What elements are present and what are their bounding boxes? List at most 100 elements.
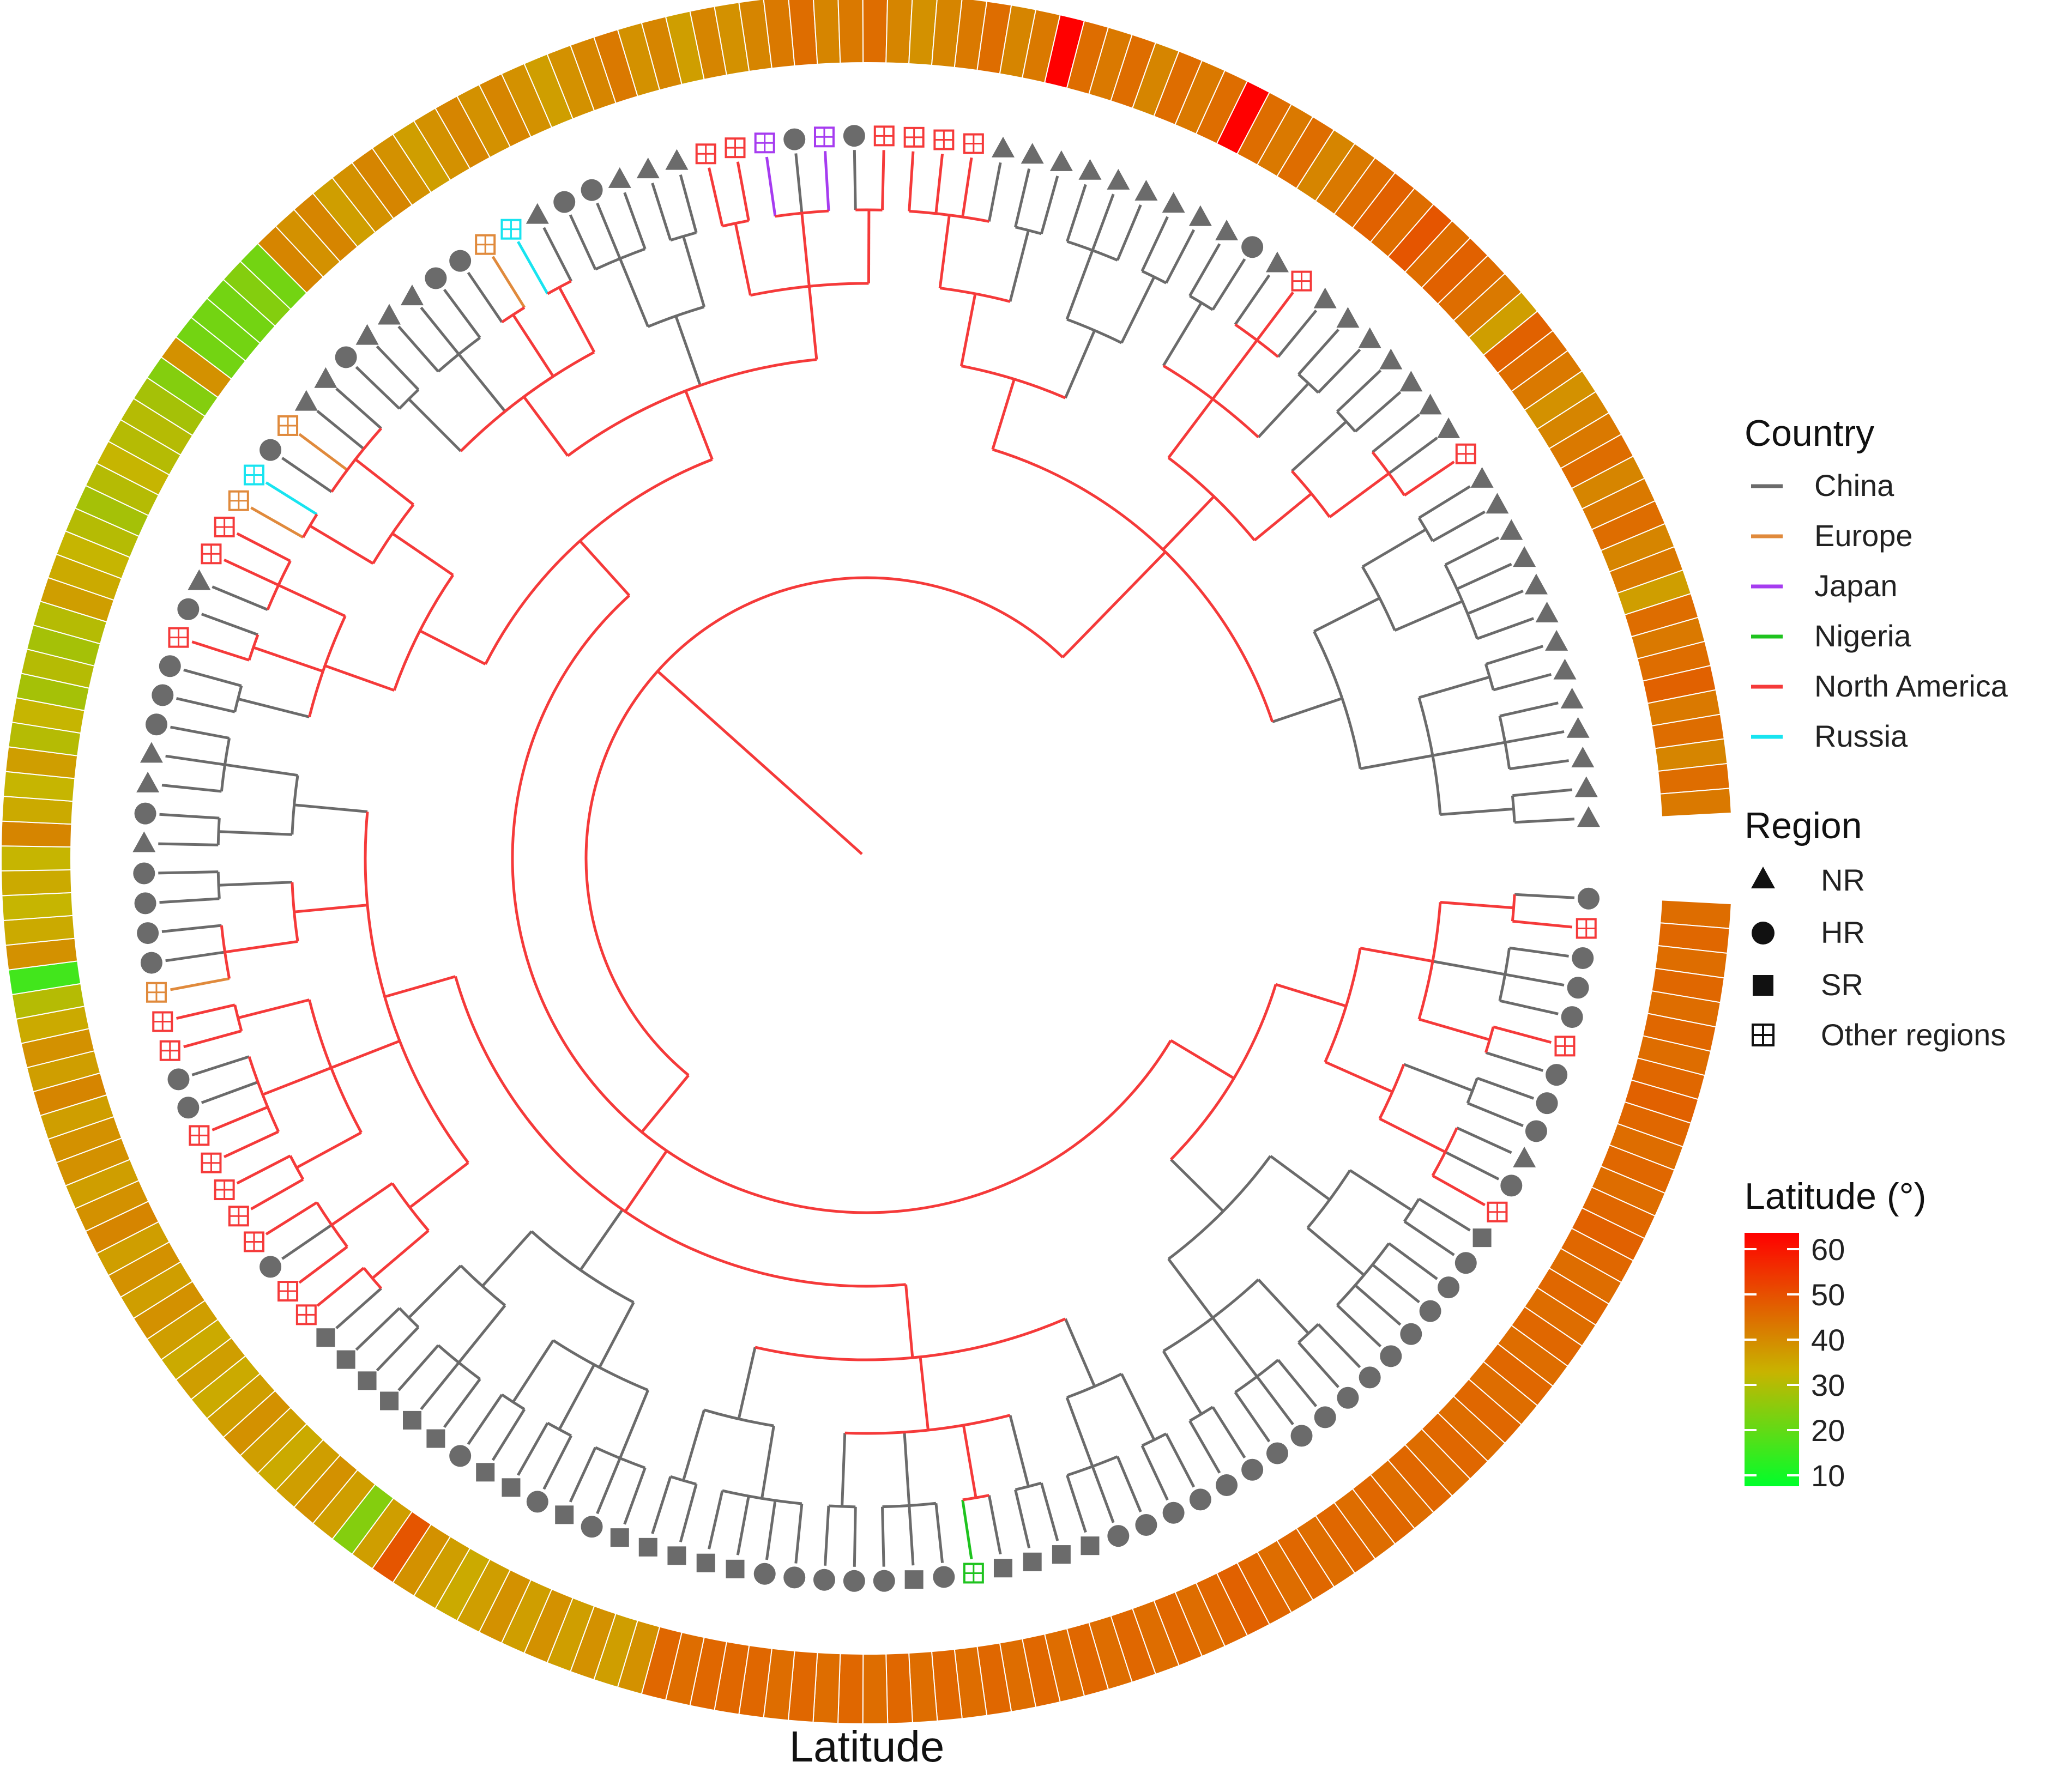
tree-branch (794, 1503, 804, 1564)
other-region-tip-icon (475, 234, 496, 255)
tree-branch (159, 897, 220, 904)
nr-tip-triangle-icon (1513, 546, 1536, 567)
tree-branch (512, 314, 554, 377)
tree-branch (552, 1339, 649, 1391)
other-region-tip-icon (214, 516, 235, 537)
sr-tip-square-icon (610, 1528, 629, 1547)
legend-region-sr: SR (1753, 967, 1863, 1002)
tree-branch (316, 1267, 365, 1307)
other-region-tip-icon (214, 1179, 235, 1201)
hr-tip-circle-icon (1561, 1006, 1583, 1028)
legend-region-label: SR (1821, 967, 1863, 1002)
hr-tip-circle-icon (1162, 1502, 1185, 1524)
tree-branch (212, 1105, 268, 1131)
sr-tip-square-icon (1081, 1536, 1100, 1555)
sr-tip-square-icon (555, 1505, 574, 1524)
hr-tip-circle-icon (526, 1491, 548, 1513)
hr-tip-circle-icon (843, 125, 865, 147)
hr-tip-circle-icon (1266, 1442, 1288, 1464)
nr-tip-triangle-icon (1107, 168, 1130, 190)
other-region-tip-icon (903, 126, 925, 148)
tree-branch (408, 1264, 462, 1319)
other-region-tip-icon (189, 1125, 210, 1146)
tree-branch (919, 1357, 930, 1431)
tree-branch (158, 870, 219, 875)
tree-branch (1253, 492, 1313, 542)
tree-branch (807, 286, 818, 360)
tree-branch (1505, 730, 1565, 744)
tree-branch (191, 640, 250, 662)
tree-branch (684, 390, 714, 460)
tree-branch (1512, 919, 1573, 929)
other-region-tip-icon (933, 129, 955, 150)
tree-branch (761, 1425, 775, 1499)
latitude-ring-segment (738, 0, 772, 72)
hr-tip-circle-icon (1525, 1120, 1547, 1142)
tree-branch (355, 366, 401, 410)
tree-branch (853, 1506, 857, 1567)
tree-branch (1418, 485, 1471, 519)
other-region-tip-icon (1487, 1201, 1508, 1222)
sr-tip-square-icon (696, 1553, 715, 1572)
tree-branch (1211, 1317, 1258, 1378)
sr-tip-square-icon (476, 1463, 495, 1482)
hr-tip-circle-icon (137, 922, 159, 945)
tree-branch (1188, 1420, 1221, 1474)
other-region-tip-icon (754, 132, 775, 154)
tree-branch (596, 1457, 621, 1515)
hr-tip-circle-icon (1290, 1425, 1313, 1447)
nr-tip-triangle-icon (1500, 519, 1523, 540)
tree-branch (183, 668, 242, 687)
colorbar-tick-label: 30 (1811, 1368, 1845, 1402)
tree-branch (579, 1209, 624, 1271)
nr-tip-triangle-icon (1399, 371, 1423, 392)
tree-branch (1476, 617, 1534, 640)
colorbar-tick-label: 60 (1811, 1232, 1845, 1267)
tree-branch (1256, 291, 1294, 341)
hr-tip-circle-icon (783, 128, 806, 150)
tree-branch (1234, 1391, 1271, 1443)
tree-branch (578, 540, 631, 597)
hr-tip-circle-icon (1107, 1525, 1130, 1547)
tree-branch (262, 1066, 332, 1096)
tree-branch (212, 585, 268, 612)
nr-tip-triangle-icon (1336, 307, 1360, 328)
tree-branch (708, 1490, 724, 1549)
tree-branch (457, 1304, 506, 1364)
tree-branch (1419, 1018, 1490, 1042)
nr-tip-triangle-icon (1134, 180, 1158, 201)
hr-tip-circle-icon (873, 1570, 895, 1592)
tree-branch (1164, 229, 1196, 284)
nr-tip-triangle-icon (1379, 348, 1403, 370)
tree-branch (330, 1039, 401, 1069)
tree-branch (1466, 1077, 1479, 1104)
legend-country-item: North America (1751, 669, 2008, 703)
tree-branch (1162, 1350, 1203, 1415)
tree-branch (908, 151, 915, 211)
tree-branch (1354, 1284, 1402, 1326)
tree-branch (1211, 1406, 1246, 1459)
tree-branch (324, 664, 395, 692)
other-region-tip-icon (243, 1231, 264, 1252)
sr-tip-square-icon (502, 1478, 521, 1497)
nr-tip-triangle-icon (294, 390, 318, 411)
tree-branch (674, 316, 702, 386)
tree-branch (170, 977, 230, 991)
hr-tip-circle-icon (159, 655, 181, 677)
nr-tip-triangle-icon (1215, 219, 1239, 240)
nr-tip-triangle-icon (636, 158, 660, 179)
tree-branch (225, 763, 298, 777)
tree-branch (1091, 1466, 1115, 1523)
tree-branch (881, 150, 885, 210)
tree-branch (708, 167, 724, 227)
latitude-ring-segment (0, 845, 72, 871)
tree-branch (623, 192, 647, 250)
tree-branch (1170, 1158, 1224, 1213)
tree-branch (1403, 461, 1455, 497)
latitude-colorbar (1745, 1233, 1799, 1486)
tree-branch (419, 629, 486, 665)
tree-branch (1015, 1481, 1042, 1491)
tree-branch (216, 871, 221, 899)
tree-branch (191, 1055, 250, 1076)
tree-branch (158, 842, 219, 846)
